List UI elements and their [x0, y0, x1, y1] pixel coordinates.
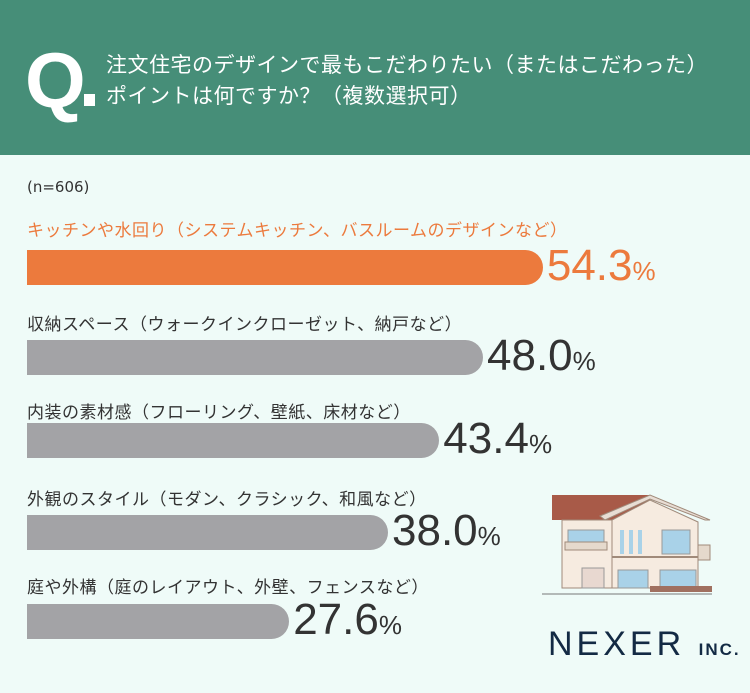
- value-number: 43.4: [443, 414, 529, 463]
- value-unit: %: [378, 610, 402, 640]
- nexer-logo: NEXER INC.: [548, 625, 741, 664]
- category-label: キッチンや水回り（システムキッチン、バスルームのデザインなど）: [27, 221, 568, 241]
- question-line-1: 注文住宅のデザインで最もこだわりたい（またはこだわった）: [106, 53, 708, 77]
- value-unit: %: [528, 429, 553, 459]
- house-illustration: [542, 494, 712, 595]
- value-unit: %: [632, 256, 656, 286]
- category-label: 内装の素材感（フローリング、壁紙、床材など）: [27, 403, 411, 423]
- q-mark: Q: [25, 36, 86, 124]
- q-dot: [84, 94, 95, 106]
- logo-name: NEXER: [548, 625, 686, 663]
- value-label: 48.0%: [487, 334, 596, 383]
- value-number: 38.0: [392, 506, 478, 555]
- value-label: 38.0%: [392, 509, 501, 558]
- question-line-2: ポイントは何ですか？（複数選択可）: [106, 84, 472, 108]
- value-number: 54.3: [546, 241, 633, 290]
- bar: [27, 340, 483, 375]
- question-text: 注文住宅のデザインで最もこだわりたい（またはこだわった） ポイントは何ですか？（…: [106, 50, 708, 112]
- category-label: 庭や外構（庭のレイアウト、外壁、フェンスなど）: [27, 578, 429, 598]
- bar: [27, 250, 543, 285]
- value-label: 43.4%: [443, 417, 552, 466]
- category-label: 収納スペース（ウォークインクローゼット、納戸など）: [27, 315, 463, 335]
- bar: [27, 423, 440, 458]
- value-unit: %: [572, 346, 596, 376]
- bar: [27, 515, 388, 550]
- category-label: 外観のスタイル（モダン、クラシック、和風など）: [27, 490, 427, 510]
- value-number: 48.0: [487, 331, 573, 380]
- value-number: 27.6: [293, 595, 379, 644]
- value-label: 27.6%: [293, 598, 402, 647]
- logo-suffix: INC.: [698, 640, 741, 659]
- question-header: Q 注文住宅のデザインで最もこだわりたい（またはこだわった） ポイントは何ですか…: [0, 0, 750, 155]
- value-unit: %: [477, 521, 501, 551]
- sample-size: (n=606): [27, 178, 90, 196]
- value-label: 54.3%: [547, 244, 656, 293]
- bar: [27, 604, 290, 639]
